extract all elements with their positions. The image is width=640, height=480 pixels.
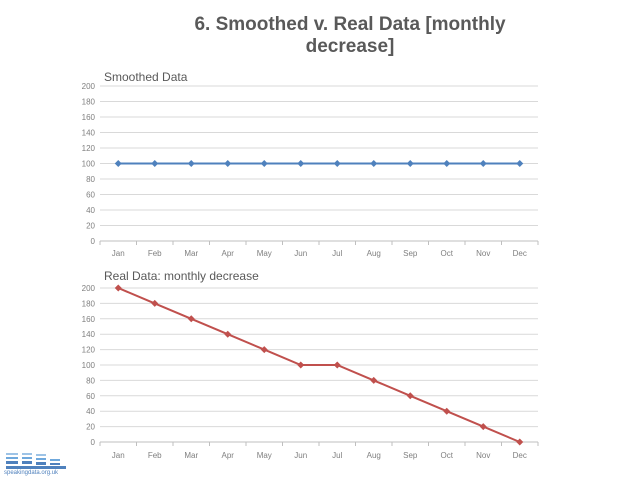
y-tick-label: 180 — [82, 299, 96, 308]
data-point-marker — [187, 315, 195, 323]
x-tick-label: Jun — [294, 451, 307, 460]
data-point-marker — [333, 361, 341, 369]
chart-title: Smoothed Data — [104, 70, 188, 84]
x-tick-label: Oct — [441, 249, 454, 258]
x-tick-label: Nov — [476, 451, 490, 460]
x-tick-label: Dec — [513, 249, 527, 258]
x-tick-label: Jan — [112, 451, 125, 460]
slide-title: 6. Smoothed v. Real Data [monthly decrea… — [194, 14, 506, 57]
y-tick-label: 140 — [82, 129, 96, 138]
y-tick-label: 0 — [91, 237, 96, 246]
data-point-marker — [443, 160, 451, 167]
data-point-marker — [297, 160, 305, 167]
y-tick-label: 60 — [86, 392, 95, 401]
y-tick-label: 80 — [86, 175, 95, 184]
y-tick-label: 200 — [82, 82, 96, 91]
x-tick-label: Apr — [222, 249, 235, 258]
x-tick-label: Dec — [513, 451, 527, 460]
data-point-marker — [224, 330, 232, 338]
y-tick-label: 20 — [86, 222, 95, 231]
data-point-marker — [516, 160, 524, 167]
x-tick-label: Aug — [367, 249, 381, 258]
y-tick-label: 40 — [86, 407, 95, 416]
data-point-marker — [114, 160, 122, 167]
x-tick-label: Sep — [403, 249, 418, 258]
x-tick-label: Aug — [367, 451, 381, 460]
y-tick-label: 0 — [91, 438, 96, 447]
data-point-marker — [151, 160, 159, 167]
y-tick-label: 100 — [82, 160, 96, 169]
x-tick-label: Feb — [148, 451, 162, 460]
data-point-marker — [260, 160, 268, 167]
chart-title: Real Data: monthly decrease — [104, 269, 259, 283]
y-tick-label: 100 — [82, 361, 96, 370]
data-point-marker — [333, 160, 341, 167]
smoothed-data-chart: Smoothed Data 0 20 40 60 80 100 120 140 160 180 200… — [82, 70, 539, 258]
data-point-marker — [151, 299, 159, 307]
data-point-marker — [479, 423, 487, 431]
x-tick-label: Feb — [148, 249, 162, 258]
y-tick-label: 160 — [82, 315, 96, 324]
data-point-marker — [187, 160, 195, 167]
y-tick-label: 160 — [82, 113, 96, 122]
data-point-marker — [516, 438, 524, 446]
data-point-marker — [260, 346, 268, 354]
x-tick-label: Mar — [184, 451, 198, 460]
real-data-chart: Real Data: monthly decrease 0 20 40 60 80 100 1… — [82, 269, 539, 460]
x-tick-label: May — [257, 249, 272, 258]
y-tick-label: 60 — [86, 191, 95, 200]
x-tick-label: Sep — [403, 451, 418, 460]
y-tick-label: 120 — [82, 346, 96, 355]
data-point-marker — [297, 361, 305, 369]
x-tick-label: Mar — [184, 249, 198, 258]
speakingdata-logo-icon — [6, 453, 66, 469]
y-tick-label: 120 — [82, 144, 96, 153]
data-point-marker — [406, 392, 414, 400]
x-tick-label: Oct — [441, 451, 454, 460]
data-point-marker — [479, 160, 487, 167]
data-point-marker — [224, 160, 232, 167]
x-tick-label: Jun — [294, 249, 307, 258]
data-point-marker — [406, 160, 414, 167]
x-tick-label: Jan — [112, 249, 125, 258]
x-tick-label: Jul — [332, 451, 342, 460]
y-tick-label: 40 — [86, 206, 95, 215]
y-tick-label: 200 — [82, 284, 96, 293]
data-point-marker — [443, 407, 451, 415]
data-point-marker — [114, 284, 122, 292]
y-tick-label: 20 — [86, 423, 95, 432]
data-point-marker — [370, 160, 378, 167]
x-tick-label: May — [257, 451, 272, 460]
x-tick-label: Jul — [332, 249, 342, 258]
y-tick-label: 180 — [82, 98, 96, 107]
series-line — [117, 287, 521, 443]
logo-text: speakingdata.org.uk — [4, 470, 59, 476]
y-tick-label: 140 — [82, 330, 96, 339]
x-tick-label: Nov — [476, 249, 490, 258]
data-point-marker — [370, 376, 378, 384]
y-tick-label: 80 — [86, 376, 95, 385]
x-tick-label: Apr — [222, 451, 235, 460]
